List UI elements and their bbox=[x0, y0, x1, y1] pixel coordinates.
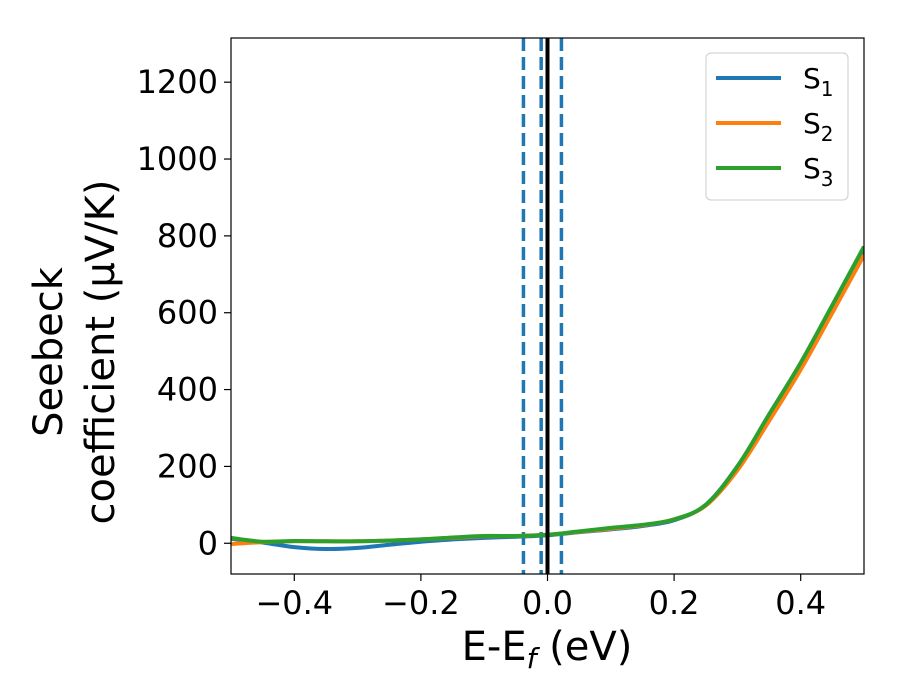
y-tick-label: 0 bbox=[198, 524, 218, 562]
y-axis-label: Seebeck coefficient (μV/K) bbox=[26, 180, 124, 525]
legend-label-s3: S3 bbox=[803, 152, 834, 191]
y-tick-label: 800 bbox=[157, 217, 218, 255]
y-axis-label-line-2: coefficient (μV/K) bbox=[78, 180, 124, 525]
y-axis-ticks: 0 200 400 600 800 1000 1200 bbox=[137, 63, 231, 562]
x-axis-label: E-Ef (eV) bbox=[462, 624, 633, 675]
y-tick-label: 400 bbox=[157, 371, 218, 409]
x-axis-label-main: E-E bbox=[462, 624, 527, 670]
x-tick-label: 0.0 bbox=[522, 584, 573, 622]
legend: S1 S2 S3 bbox=[705, 52, 849, 201]
legend-label-s2: S2 bbox=[803, 107, 834, 146]
reference-lines bbox=[521, 38, 564, 574]
y-tick-label: 600 bbox=[157, 294, 218, 332]
y-axis-label-line-1: Seebeck bbox=[26, 266, 72, 437]
x-tick-label: −0.4 bbox=[255, 584, 333, 622]
y-tick-label: 200 bbox=[157, 447, 218, 485]
x-axis-ticks: −0.4 −0.2 0.0 0.2 0.4 bbox=[255, 574, 826, 622]
legend-label-s1: S1 bbox=[803, 62, 834, 101]
x-tick-label: 0.2 bbox=[649, 584, 700, 622]
x-tick-label: −0.2 bbox=[382, 584, 460, 622]
x-tick-label: 0.4 bbox=[775, 584, 826, 622]
y-tick-label: 1200 bbox=[137, 63, 218, 101]
y-tick-label: 1000 bbox=[137, 140, 218, 178]
legend-box bbox=[705, 52, 849, 201]
x-axis-label-units: (eV) bbox=[536, 624, 632, 670]
